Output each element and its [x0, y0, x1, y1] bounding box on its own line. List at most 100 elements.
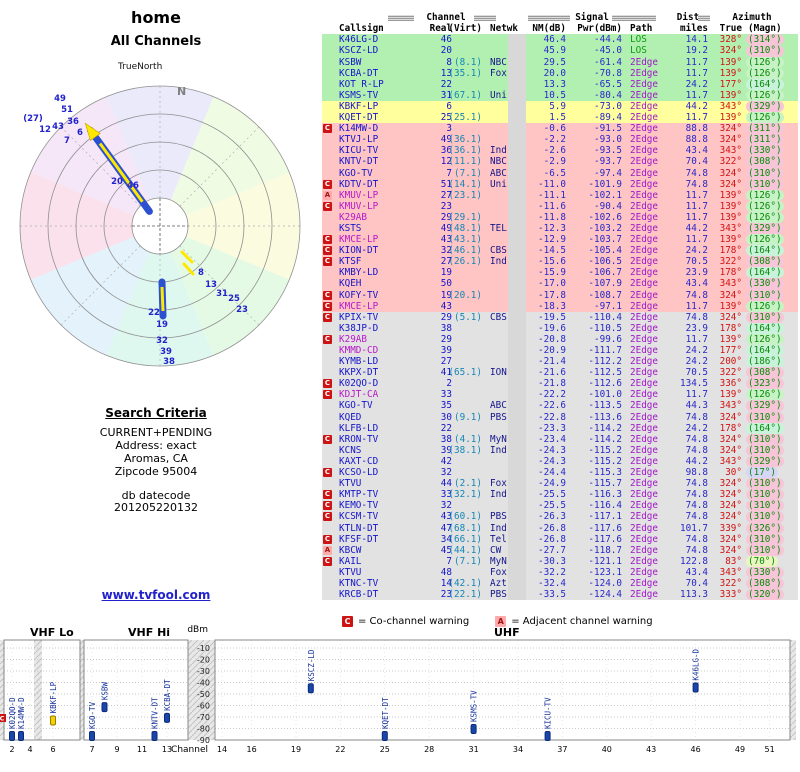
callsign-cell: KICU-TV	[339, 145, 379, 157]
svg-text:34: 34	[513, 745, 523, 754]
magnetic-azimuth-cell: (308°)	[746, 367, 784, 379]
power-cell: -124.0	[588, 577, 622, 589]
callsign-cell: KMUV-LP	[339, 200, 379, 212]
path-cell: 2Edge	[630, 455, 658, 467]
true-azimuth-cell: 324°	[719, 45, 742, 57]
noise-margin-cell: -26.8	[538, 533, 566, 545]
co-channel-warning-icon: C	[342, 616, 353, 627]
callsign-cell: KSBW	[339, 56, 362, 68]
distance-cell: 11.7	[685, 200, 708, 212]
noise-margin-cell: 5.9	[549, 100, 566, 112]
magnetic-azimuth-cell: (164°)	[746, 267, 784, 279]
station-row: KCBA-DT 13 (35.1) Fox 20.0 -70.8 2Edge 11.7 139°…	[322, 67, 798, 79]
co-channel-warning-icon: C	[323, 334, 332, 344]
callsign-cell: KMUV-LP	[339, 189, 379, 201]
column-separator	[508, 67, 526, 79]
magnetic-azimuth-cell: (310°)	[746, 45, 784, 57]
network-cell: Ind	[490, 444, 507, 456]
magnetic-azimuth-cell: (126°)	[746, 300, 784, 312]
magnetic-azimuth-cell: (126°)	[746, 333, 784, 345]
column-separator	[508, 333, 526, 345]
svg-text:40: 40	[602, 745, 612, 754]
noise-margin-cell: -11.8	[538, 211, 566, 223]
svg-text:6: 6	[77, 128, 83, 138]
svg-text:-80: -80	[197, 725, 210, 734]
header-stripe	[474, 15, 496, 21]
real-channel-cell: 29	[440, 211, 452, 223]
column-separator	[508, 533, 526, 545]
power-cell: -93.7	[594, 156, 622, 168]
svg-text:KSMS-TV: KSMS-TV	[470, 690, 479, 722]
virtual-channel-cell: (43.1)	[448, 234, 482, 246]
station-row: KTLN-DT 47 (68.1) Ind -26.8 -117.6 2Edge 101.7 3…	[322, 522, 798, 534]
virtual-channel-cell: (4.1)	[454, 433, 482, 445]
svg-text:Channel: Channel	[171, 745, 208, 755]
path-cell: 2Edge	[630, 489, 658, 501]
column-separator	[508, 444, 526, 456]
virtual-channel-cell: (26.1)	[448, 256, 482, 268]
real-channel-cell: 34	[440, 533, 452, 545]
magnetic-azimuth-cell: (311°)	[746, 123, 784, 135]
svg-text:K02QO-D: K02QO-D	[8, 697, 17, 729]
distance-cell: 74.8	[685, 478, 708, 490]
network-cell: Fox	[490, 67, 507, 79]
network-cell: Ind	[490, 489, 507, 501]
path-cell: 2Edge	[630, 256, 658, 268]
distance-cell: 113.3	[680, 589, 708, 601]
real-channel-cell: 29	[440, 311, 452, 323]
callsign-cell: KAXT-CD	[339, 455, 379, 467]
station-row: C KCSO-LD 32 -24.4 -115.3 2Edge 98.8 30° (17°)	[322, 467, 798, 479]
power-cell: -110.5	[588, 322, 622, 334]
col-real: Real	[429, 23, 452, 35]
distance-cell: 44.2	[685, 455, 708, 467]
power-cell: -101.9	[588, 178, 622, 190]
distance-cell: 70.4	[685, 156, 708, 168]
network-cell: Azt	[490, 577, 507, 589]
callsign-cell: KLFB-LD	[339, 422, 379, 434]
callsign-cell: KMCE-LP	[339, 234, 379, 246]
real-channel-cell: 25	[440, 112, 452, 124]
callsign-cell: KAIL	[339, 555, 362, 567]
column-separator	[508, 433, 526, 445]
co-channel-legend-text: = Co-channel warning	[358, 616, 470, 627]
magnetic-azimuth-cell: (164°)	[746, 322, 784, 334]
report-title: home	[131, 8, 181, 27]
true-azimuth-cell: 139°	[719, 300, 742, 312]
path-cell: 2Edge	[630, 267, 658, 279]
svg-text:KQET-DT: KQET-DT	[381, 697, 390, 729]
station-row: K29AB 29 (29.1) -11.8 -102.6 2Edge 11.7 139° (12…	[322, 211, 798, 223]
svg-text:13: 13	[162, 745, 172, 754]
distance-cell: 74.8	[685, 444, 708, 456]
true-azimuth-cell: 322°	[719, 256, 742, 268]
callsign-cell: KRCB-DT	[339, 589, 379, 601]
path-cell: 2Edge	[630, 123, 658, 135]
svg-text:36: 36	[67, 117, 79, 127]
power-cell: -115.2	[588, 455, 622, 467]
tvfool-link[interactable]: www.tvfool.com	[101, 588, 211, 602]
svg-text:46: 46	[127, 181, 139, 191]
power-cell: -115.2	[588, 444, 622, 456]
noise-margin-cell: 1.5	[549, 112, 566, 124]
distance-cell: 23.9	[685, 322, 708, 334]
noise-margin-cell: -6.5	[543, 167, 566, 179]
svg-text:12: 12	[39, 125, 51, 135]
callsign-cell: KBKF-LP	[339, 100, 379, 112]
network-cell: ION	[490, 367, 507, 379]
callsign-cell: KMMD-CD	[339, 345, 379, 356]
column-separator	[508, 34, 526, 46]
svg-text:46: 46	[691, 745, 701, 754]
column-separator	[508, 345, 526, 357]
svg-text:2: 2	[9, 745, 14, 754]
network-cell: CBS	[490, 245, 507, 257]
station-row: C KAIL 7 (7.1) MyN -30.3 -121.1 2Edge 122.8 83° (7…	[322, 555, 798, 567]
station-row: C KPIX-TV 29 (5.1) CBS -19.5 -110.4 2Edge 74.8 32…	[322, 311, 798, 323]
callsign-cell: KQED	[339, 411, 362, 423]
power-cell: -73.0	[594, 100, 622, 112]
network-cell: Tel	[490, 533, 507, 545]
callsign-cell: KCNS	[339, 444, 362, 456]
network-cell: CBS	[490, 311, 507, 323]
station-row: A KMUV-LP 27 (23.1) -11.1 -102.1 2Edge 11.7 139°…	[322, 189, 798, 201]
real-channel-cell: 33	[440, 489, 452, 501]
path-cell: 2Edge	[630, 211, 658, 223]
callsign-cell: KYMB-LD	[339, 356, 379, 368]
